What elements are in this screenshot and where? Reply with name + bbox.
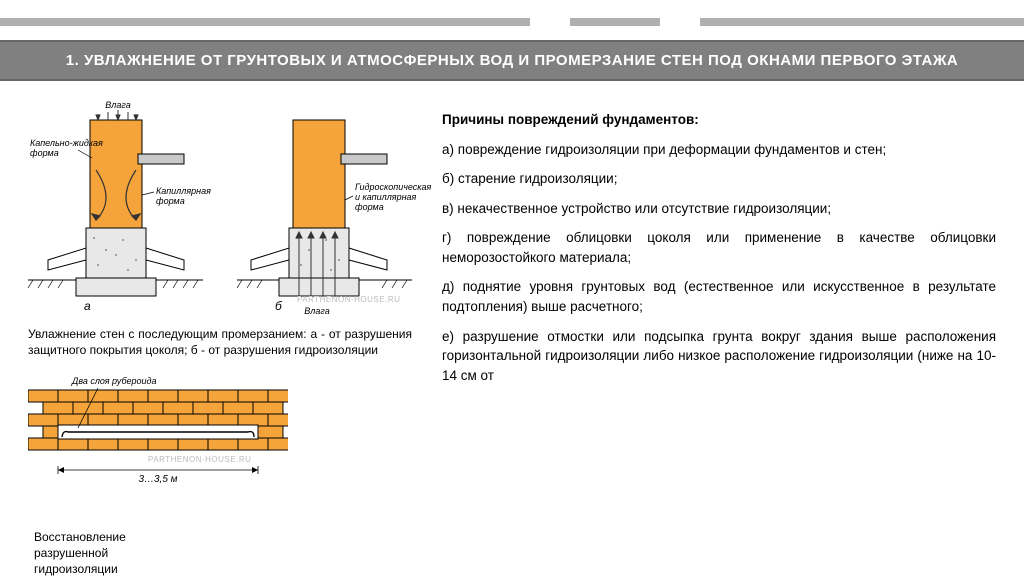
cause-a: а) повреждение гидроизоляции при деформа… bbox=[442, 140, 996, 160]
cause-b: б) старение гидроизоляции; bbox=[442, 169, 996, 189]
figure-2-caption: Восстановление разрушенной гидроизоляции bbox=[34, 530, 148, 577]
label-kapil: Капиллярнаяформа bbox=[156, 186, 211, 206]
cause-v: в) некачественное устройство или отсутст… bbox=[442, 199, 996, 219]
left-column: Влага Капельно-жидкаяформа Капиллярнаяфо… bbox=[0, 100, 430, 576]
causes-header: Причины повреждений фундаментов: bbox=[442, 110, 996, 130]
diagram-a: Влага Капельно-жидкаяформа Капиллярнаяфо… bbox=[28, 110, 203, 320]
bar-2 bbox=[570, 18, 660, 26]
label-vlaga: Влага bbox=[105, 100, 130, 110]
title-band: 1. УВЛАЖНЕНИЕ ОТ ГРУНТОВЫХ И АТМОСФЕРНЫХ… bbox=[0, 40, 1024, 81]
right-column: Причины повреждений фундаментов: а) повр… bbox=[430, 100, 1024, 576]
page-title: 1. УВЛАЖНЕНИЕ ОТ ГРУНТОВЫХ И АТМОСФЕРНЫХ… bbox=[66, 52, 958, 69]
figure-1-caption: Увлажнение стен с последующим промерзани… bbox=[28, 326, 412, 358]
label-vlaga2: Влага bbox=[304, 306, 329, 316]
watermark-1: PARTHENON-HOUSE.RU bbox=[297, 295, 400, 304]
dim-text: 3…3,5 м bbox=[138, 474, 177, 485]
label-a: а bbox=[84, 299, 91, 313]
brick-wall-svg: Два слоя рубероида 3…3,5 м PARTHENON-HOU… bbox=[28, 370, 288, 490]
label-gidro: Гидроскопическаяи капиллярнаяформа bbox=[355, 182, 432, 212]
bar-1 bbox=[0, 18, 530, 26]
label-two-layers: Два слоя рубероида bbox=[71, 376, 157, 386]
content: Влага Капельно-жидкаяформа Капиллярнаяфо… bbox=[0, 100, 1024, 576]
diagram-b: Гидроскопическаяи капиллярнаяформа Влага… bbox=[237, 110, 412, 320]
cause-e: е) разрушение отмостки или подсыпка грун… bbox=[442, 327, 996, 386]
bar-3 bbox=[700, 18, 1024, 26]
cause-g: г) повреждение облицовки цоколя или прим… bbox=[442, 228, 996, 267]
cause-d: д) поднятие уровня грунтовых вод (естест… bbox=[442, 277, 996, 316]
watermark-2: PARTHENON-HOUSE.RU bbox=[148, 455, 251, 464]
label-b: б bbox=[275, 299, 283, 313]
decor-bars bbox=[0, 18, 1024, 26]
figure-2: Два слоя рубероида 3…3,5 м PARTHENON-HOU… bbox=[28, 370, 412, 577]
figure-1: Влага Капельно-жидкаяформа Капиллярнаяфо… bbox=[28, 110, 412, 320]
